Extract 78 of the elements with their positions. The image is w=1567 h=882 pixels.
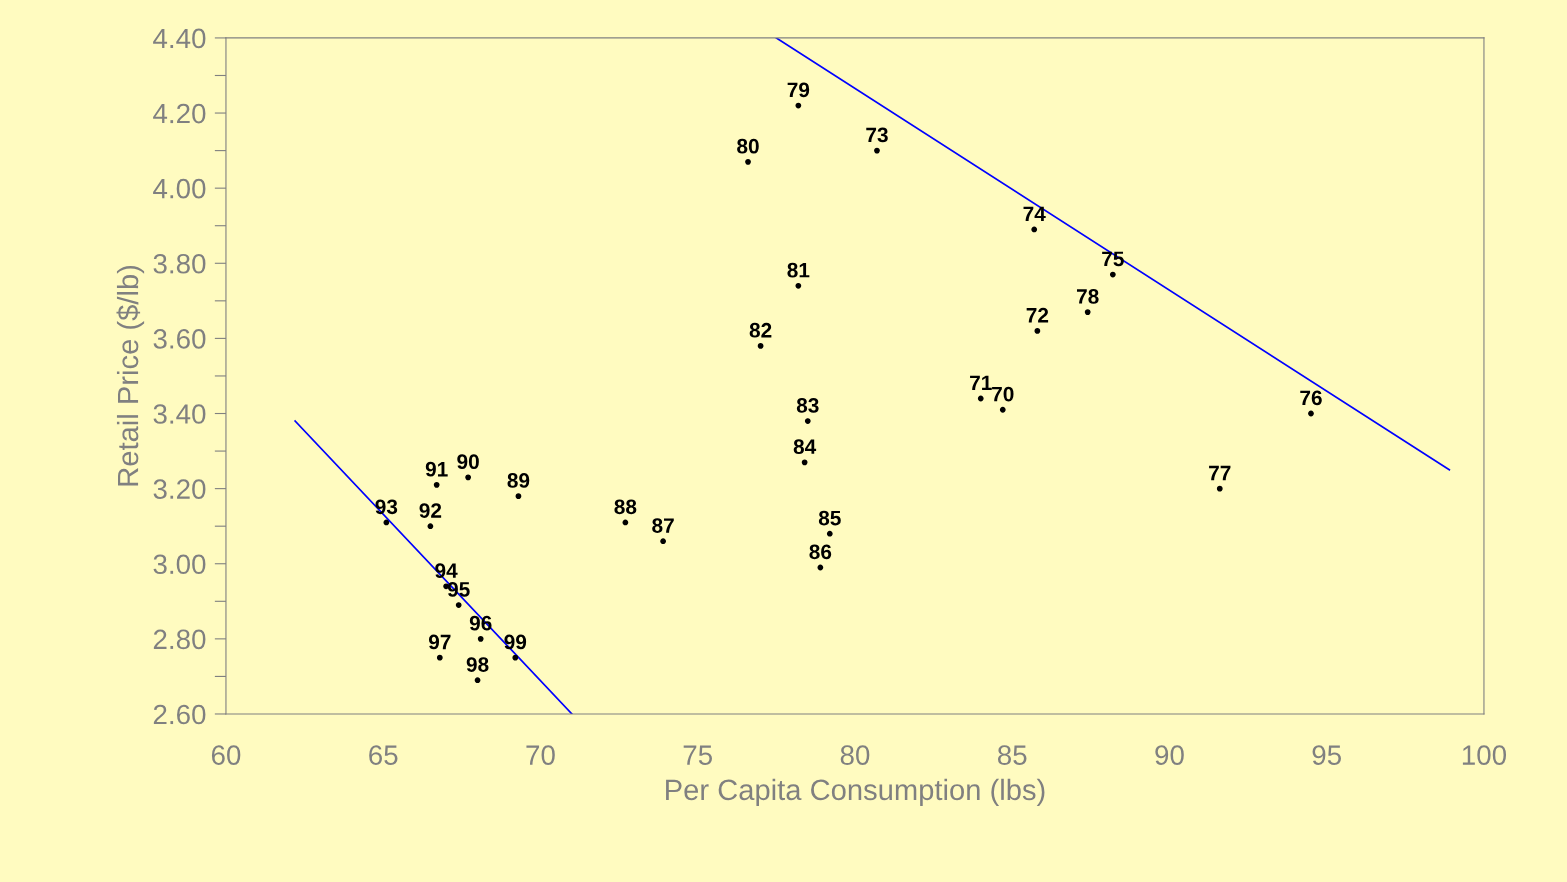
point (745, 158, 751, 165)
annotation: 94 (435, 563, 458, 578)
point (1084, 309, 1091, 315)
annotation: 79 (787, 82, 810, 98)
point (874, 147, 880, 154)
point (1308, 410, 1314, 417)
point (999, 406, 1006, 413)
point (515, 493, 522, 500)
y-tick-label: 3.20 (153, 479, 206, 499)
y-tick-label: 4.40 (153, 28, 206, 49)
point (1109, 271, 1116, 278)
y-tick-label: 3.60 (153, 329, 206, 349)
point (1216, 485, 1223, 492)
annotation: 84 (793, 439, 817, 455)
annotation: 92 (419, 503, 442, 518)
annotation: 70 (992, 386, 1014, 402)
point (427, 523, 434, 530)
point (795, 282, 802, 289)
x-tick-label: 75 (683, 745, 712, 765)
x-tick-label: 60 (211, 745, 241, 765)
annotation: 75 (1102, 251, 1124, 267)
x-tick-label: 65 (369, 745, 398, 765)
point (757, 343, 764, 349)
annotation: 80 (737, 138, 759, 154)
point (477, 635, 484, 642)
annotation: 83 (796, 397, 819, 413)
y-tick-label: 2.60 (153, 704, 206, 725)
annotation: 77 (1209, 465, 1231, 481)
x-tick-label: 100 (1462, 745, 1507, 765)
annotation: 81 (787, 262, 810, 278)
annotation: 93 (375, 499, 398, 515)
annotation: 72 (1026, 307, 1049, 323)
annotation: 76 (1300, 390, 1322, 406)
point (455, 602, 462, 608)
annotation: 99 (504, 634, 527, 650)
point (977, 395, 984, 402)
point (804, 418, 811, 424)
y-tick-label: 3.40 (153, 404, 206, 424)
y-tick-label: 3.00 (153, 554, 206, 575)
y-axis-title: Retail Price ($/lb) (116, 265, 145, 486)
point (1031, 226, 1038, 233)
annotation: 97 (428, 634, 451, 650)
point (622, 519, 629, 526)
annotation: 89 (507, 473, 530, 488)
point (436, 654, 443, 661)
x-tick-label: 85 (997, 745, 1027, 765)
annotation: 74 (1023, 206, 1046, 221)
annotation: 88 (614, 499, 637, 515)
point (1034, 327, 1041, 334)
annotation: 90 (457, 454, 479, 470)
point (660, 538, 667, 545)
annotation: 82 (749, 322, 772, 338)
y-tick-label: 3.80 (153, 253, 206, 274)
annotation: 78 (1076, 289, 1099, 304)
point (383, 519, 390, 526)
annotation: 98 (466, 657, 489, 672)
point (801, 459, 808, 466)
point (826, 530, 833, 537)
point (465, 474, 472, 481)
point (474, 677, 481, 684)
x-tick-label: 80 (840, 745, 870, 765)
annotation: 73 (866, 127, 888, 143)
point (512, 654, 519, 661)
y-tick-label: 4.20 (153, 103, 206, 124)
annotation: 91 (425, 461, 448, 477)
x-tick-label: 95 (1312, 745, 1341, 765)
point (817, 564, 824, 571)
point (795, 102, 802, 109)
y-tick-label: 4.00 (153, 178, 206, 199)
annotation: 71 (970, 375, 992, 390)
x-axis-title: Per Capita Consumption (lbs) (666, 778, 1045, 806)
x-tick-label: 70 (526, 745, 555, 765)
annotation: 86 (809, 544, 832, 560)
annotation: 87 (652, 518, 674, 533)
x-tick-label: 90 (1155, 745, 1184, 765)
annotation: 85 (818, 510, 841, 526)
y-tick-label: 2.80 (153, 629, 206, 650)
point (433, 481, 440, 488)
